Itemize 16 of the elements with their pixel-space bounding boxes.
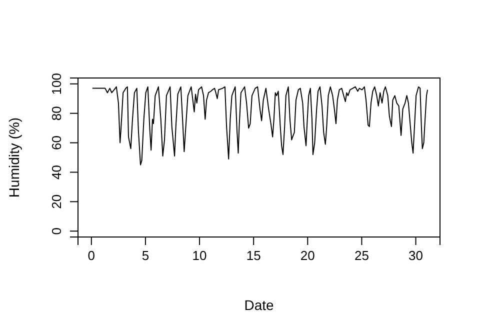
y-axis-title: Humidity (%) bbox=[6, 117, 22, 198]
y-tick-label: 0 bbox=[49, 227, 64, 235]
x-tick-label: 25 bbox=[354, 248, 369, 264]
x-tick-label: 20 bbox=[300, 248, 315, 264]
x-tick-label: 15 bbox=[246, 248, 261, 264]
x-tick-label: 5 bbox=[142, 248, 150, 264]
y-tick-label: 40 bbox=[49, 164, 64, 180]
y-tick-label: 20 bbox=[49, 194, 64, 209]
x-tick-label: 0 bbox=[88, 248, 96, 264]
y-tick-label: 60 bbox=[49, 136, 64, 150]
line-series bbox=[92, 86, 428, 166]
x-axis-title: Date bbox=[244, 297, 274, 313]
y-tick-label: 80 bbox=[49, 106, 64, 121]
y-tick-label: 100 bbox=[49, 73, 64, 95]
x-tick-label: 10 bbox=[192, 248, 207, 264]
x-tick-label: 30 bbox=[408, 248, 424, 264]
